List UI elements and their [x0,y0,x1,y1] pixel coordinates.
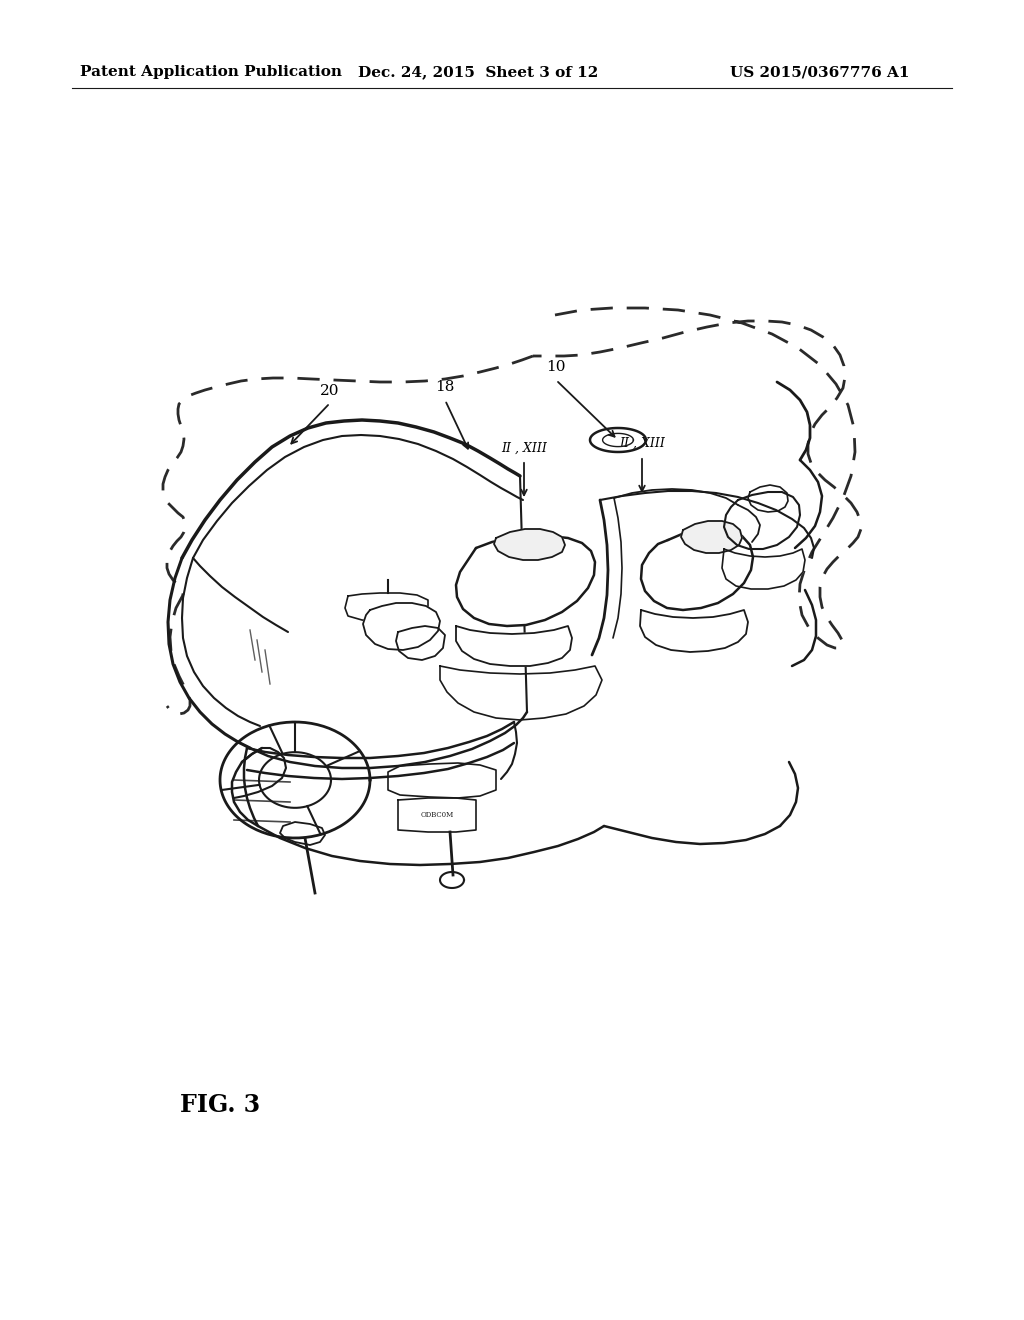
Polygon shape [456,626,572,667]
Text: Dec. 24, 2015  Sheet 3 of 12: Dec. 24, 2015 Sheet 3 of 12 [358,65,598,79]
Text: 10: 10 [546,360,565,374]
Text: 18: 18 [435,380,455,393]
Text: US 2015/0367776 A1: US 2015/0367776 A1 [730,65,909,79]
Text: 20: 20 [321,384,340,399]
Text: II , XIII: II , XIII [501,442,547,455]
Polygon shape [724,492,800,549]
Text: ODBC0M: ODBC0M [421,810,454,818]
Polygon shape [396,626,445,660]
Polygon shape [681,521,742,553]
Polygon shape [362,603,440,649]
Polygon shape [640,610,748,652]
Polygon shape [641,528,753,610]
Polygon shape [494,529,565,560]
Polygon shape [456,536,595,626]
Text: FIG. 3: FIG. 3 [180,1093,260,1117]
Polygon shape [722,549,805,589]
Text: II , XIII: II , XIII [620,437,665,450]
Text: Patent Application Publication: Patent Application Publication [80,65,342,79]
